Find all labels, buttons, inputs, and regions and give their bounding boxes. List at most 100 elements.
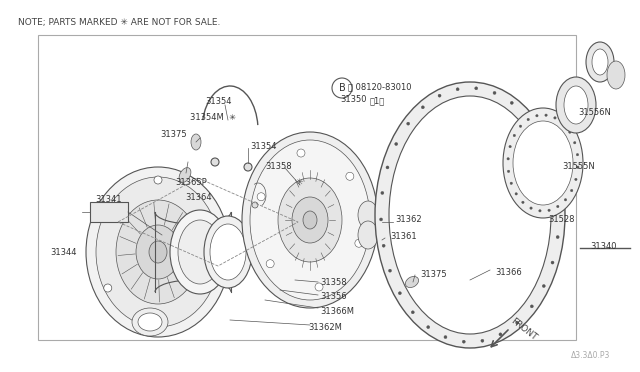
- Bar: [382, 210, 396, 250]
- Ellipse shape: [389, 96, 551, 334]
- Ellipse shape: [86, 167, 230, 337]
- Ellipse shape: [375, 82, 565, 348]
- Ellipse shape: [242, 132, 378, 308]
- Circle shape: [508, 170, 509, 173]
- Ellipse shape: [170, 210, 230, 294]
- Text: 31344: 31344: [50, 248, 77, 257]
- Ellipse shape: [406, 276, 419, 288]
- Circle shape: [562, 122, 564, 125]
- Ellipse shape: [191, 134, 201, 150]
- Circle shape: [380, 218, 383, 221]
- Circle shape: [427, 326, 429, 328]
- Ellipse shape: [564, 86, 588, 124]
- Circle shape: [577, 166, 579, 169]
- Text: 31341: 31341: [95, 195, 122, 204]
- Circle shape: [513, 134, 516, 137]
- Text: 31354M  ✳: 31354M ✳: [190, 113, 236, 122]
- Circle shape: [556, 235, 559, 238]
- Circle shape: [557, 205, 559, 208]
- Text: 31556N: 31556N: [578, 108, 611, 117]
- Text: 31358: 31358: [320, 278, 347, 287]
- Text: ✳: ✳: [295, 178, 303, 187]
- Circle shape: [499, 333, 502, 336]
- Circle shape: [388, 269, 392, 272]
- Text: FRONT: FRONT: [509, 317, 539, 342]
- Text: 31362: 31362: [395, 215, 422, 224]
- Ellipse shape: [278, 178, 342, 262]
- Circle shape: [154, 176, 162, 184]
- Circle shape: [515, 193, 517, 195]
- Text: 31365P: 31365P: [175, 178, 207, 187]
- Ellipse shape: [138, 313, 162, 331]
- Circle shape: [536, 115, 538, 117]
- Circle shape: [509, 145, 511, 148]
- Circle shape: [386, 166, 389, 169]
- Circle shape: [573, 141, 576, 144]
- Ellipse shape: [96, 177, 220, 327]
- Circle shape: [412, 311, 414, 314]
- Text: 31356: 31356: [320, 292, 347, 301]
- Circle shape: [531, 305, 533, 308]
- Text: Δ3.3Δ0.P3: Δ3.3Δ0.P3: [571, 351, 610, 360]
- Ellipse shape: [210, 224, 246, 280]
- Circle shape: [510, 182, 513, 185]
- Circle shape: [382, 244, 385, 247]
- Circle shape: [395, 142, 397, 145]
- Text: 31375: 31375: [420, 270, 447, 279]
- Circle shape: [266, 260, 274, 268]
- Ellipse shape: [136, 225, 180, 279]
- Text: （1）: （1）: [370, 96, 385, 105]
- Circle shape: [564, 199, 566, 201]
- Circle shape: [570, 189, 573, 192]
- Text: 31366M: 31366M: [320, 307, 354, 316]
- Text: 31362M: 31362M: [308, 323, 342, 332]
- Ellipse shape: [586, 42, 614, 82]
- Circle shape: [456, 88, 459, 91]
- Text: NOTE; PARTS MARKED ✳ ARE NOT FOR SALE.: NOTE; PARTS MARKED ✳ ARE NOT FOR SALE.: [18, 18, 220, 27]
- Text: 31354: 31354: [250, 142, 276, 151]
- Circle shape: [510, 101, 513, 105]
- Circle shape: [204, 284, 212, 292]
- Ellipse shape: [149, 241, 167, 263]
- Text: 31350: 31350: [340, 95, 367, 104]
- Circle shape: [462, 340, 465, 343]
- Ellipse shape: [592, 49, 608, 75]
- Ellipse shape: [250, 140, 370, 300]
- Circle shape: [554, 117, 556, 119]
- Ellipse shape: [116, 200, 200, 304]
- Circle shape: [355, 239, 363, 247]
- Circle shape: [332, 78, 352, 98]
- Text: B: B: [339, 83, 346, 93]
- Ellipse shape: [556, 77, 596, 133]
- Text: Ⓑ 08120-83010: Ⓑ 08120-83010: [348, 82, 412, 91]
- Circle shape: [438, 94, 441, 97]
- Circle shape: [522, 201, 524, 203]
- Circle shape: [346, 172, 354, 180]
- Circle shape: [421, 106, 424, 109]
- Circle shape: [525, 116, 529, 119]
- Circle shape: [548, 209, 550, 211]
- Circle shape: [475, 87, 477, 90]
- Circle shape: [516, 321, 518, 324]
- Ellipse shape: [292, 197, 328, 243]
- Circle shape: [545, 114, 547, 116]
- Circle shape: [576, 154, 579, 156]
- Text: 31340: 31340: [590, 242, 616, 251]
- Circle shape: [398, 292, 401, 295]
- Ellipse shape: [303, 211, 317, 229]
- Ellipse shape: [358, 201, 378, 229]
- Circle shape: [539, 135, 541, 138]
- Ellipse shape: [503, 108, 583, 218]
- Circle shape: [315, 283, 323, 291]
- Ellipse shape: [358, 221, 378, 249]
- Circle shape: [444, 336, 447, 339]
- Circle shape: [539, 209, 541, 212]
- Circle shape: [481, 339, 484, 342]
- Circle shape: [257, 193, 265, 201]
- Ellipse shape: [513, 121, 573, 205]
- Circle shape: [548, 158, 552, 161]
- Text: 31358: 31358: [265, 162, 292, 171]
- Text: 31366: 31366: [495, 268, 522, 277]
- Circle shape: [555, 183, 558, 186]
- Circle shape: [104, 212, 112, 220]
